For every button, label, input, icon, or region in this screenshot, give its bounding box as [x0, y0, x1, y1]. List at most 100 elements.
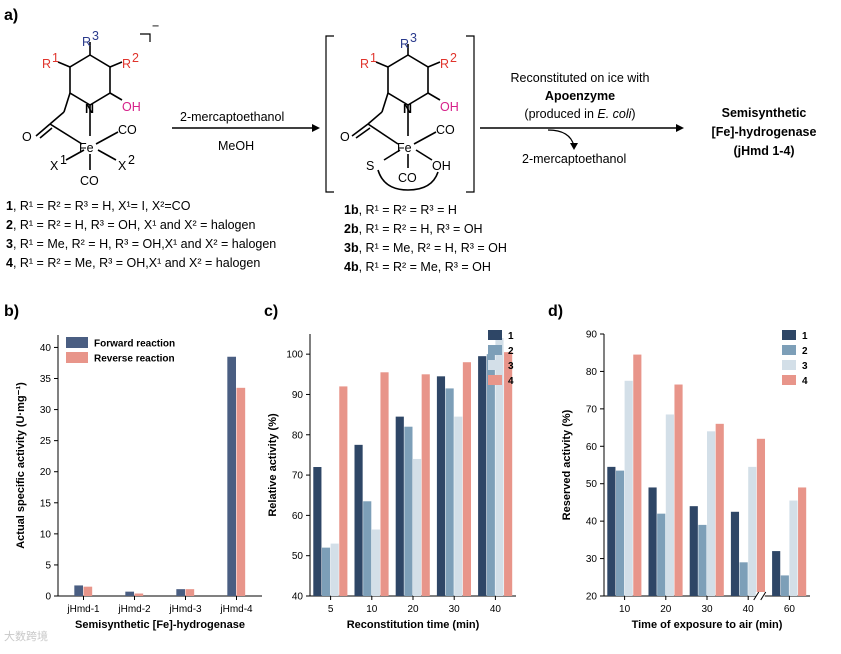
r2-label-b: R [440, 57, 449, 71]
co-ligand-label: CO [118, 123, 137, 137]
y-tick-label: 10 [40, 529, 52, 540]
y-tick-label: 15 [40, 498, 52, 509]
co-ligand-label-b: CO [436, 123, 455, 137]
r1-superscript-b: 1 [370, 51, 377, 65]
bar [454, 416, 463, 596]
bar [321, 547, 331, 596]
y-tick-label: 70 [292, 471, 304, 482]
x-axis-label: Semisynthetic [Fe]-hydrogenase [75, 619, 245, 631]
x-tick-label: 10 [366, 604, 378, 615]
r3-superscript: 3 [92, 29, 99, 43]
bar [176, 589, 185, 596]
bar [798, 487, 807, 596]
y-tick-label: 50 [586, 479, 598, 490]
legend-entry: 2 [508, 346, 514, 357]
arrow-2-line-1: Reconstituted on ice with [511, 71, 650, 85]
y-tick-label: 90 [292, 390, 304, 401]
bar [313, 467, 322, 596]
y-tick-label: 40 [586, 517, 598, 528]
y-tick-label: 100 [286, 350, 303, 361]
compound-entry: 1, R¹ = R² = R³ = H, X¹= I, X²=CO [6, 199, 191, 213]
y-tick-label: 25 [40, 436, 52, 447]
y-tick-label: 60 [586, 442, 598, 453]
legend-entry: 1 [802, 331, 808, 342]
y-tick-label: 70 [586, 404, 598, 415]
compound-entry: 2, R¹ = R² = H, R³ = OH, X¹ and X² = hal… [6, 218, 255, 232]
arrow-head-1 [312, 124, 320, 132]
carbonyl-oxygen-label-b: O [340, 130, 350, 144]
product-line-1: Semisynthetic [722, 106, 807, 120]
compound-entry: 1b, R¹ = R² = R³ = H [344, 203, 457, 217]
byproduct-label: 2-mercaptoethanol [522, 152, 626, 166]
bar [698, 524, 707, 596]
legend-swatch [66, 352, 88, 363]
pyridine-ring-1 [69, 54, 111, 106]
bar [185, 589, 195, 596]
y-tick-label: 5 [45, 560, 51, 571]
bar [395, 416, 404, 596]
y-tick-label: 50 [292, 551, 304, 562]
bar [495, 338, 504, 596]
co-ligand-bottom-label-b: CO [398, 171, 417, 185]
x-tick-label: jHmd-1 [66, 604, 100, 615]
bar [363, 501, 372, 596]
legend-swatch [782, 330, 796, 340]
x-tick-label: jHmd-4 [219, 604, 253, 615]
y-axis-label: Relative activity (%) [267, 413, 279, 517]
bar [462, 362, 472, 596]
bar [648, 487, 657, 596]
bar [633, 354, 642, 596]
x-tick-label: 10 [619, 604, 631, 615]
iron-label-b: Fe [397, 141, 412, 155]
bar [739, 562, 748, 596]
y-tick-label: 20 [40, 467, 52, 478]
chart-c: 40 50 60 70 80 90 100 5 10 20 30 40 Reconstitution t… [267, 330, 516, 631]
x1-label: X [50, 159, 59, 173]
bar [413, 458, 422, 596]
r2-superscript: 2 [132, 51, 139, 65]
legend-entry: 1 [508, 331, 514, 342]
bar [339, 386, 348, 596]
bar [730, 511, 740, 596]
molecule-complex-1 [35, 42, 123, 170]
sulfur-label: S [366, 159, 374, 173]
panel-b: b) 0 5 10 15 20 25 30 35 40 jHmd-1 jHmd-2 jHmd-3 jHm… [4, 303, 262, 631]
legend-entry: 4 [802, 376, 808, 387]
bar [134, 593, 144, 596]
product-line-3: (jHmd 1-4) [733, 144, 794, 158]
bar [748, 466, 757, 596]
legend-swatch [66, 337, 88, 348]
compound-entry: 3, R¹ = Me, R² = H, R³ = OH,X¹ and X² = … [6, 237, 276, 251]
compound-entry: 4, R¹ = R² = Me, R³ = OH,X¹ and X² = hal… [6, 256, 260, 270]
x2-superscript: 2 [128, 153, 135, 167]
charge-bracket [140, 33, 151, 42]
y-tick-label: 20 [586, 592, 598, 603]
bar [436, 376, 446, 596]
axis-break-mark [753, 591, 760, 601]
x-axis-label: Reconstitution time (min) [347, 619, 480, 631]
x1-superscript: 1 [60, 153, 67, 167]
nitrogen-label-b: N [403, 102, 412, 116]
r1-superscript: 1 [52, 51, 59, 65]
arrow-2-line-2: Apoenzyme [545, 89, 615, 103]
bar [689, 506, 698, 596]
x-tick-label: 40 [743, 604, 755, 615]
bar [707, 431, 716, 596]
bar [404, 426, 413, 596]
bar [772, 551, 781, 596]
panel-label-c: c) [264, 303, 278, 320]
bar [607, 466, 616, 596]
legend-swatch [488, 345, 502, 355]
y-tick-label: 30 [40, 405, 52, 416]
legend-entry: 3 [802, 361, 808, 372]
oh-ligand-label: OH [432, 159, 451, 173]
legend-swatch [488, 330, 502, 340]
anionic-charge: − [152, 19, 159, 33]
intermediate-bracket-right [466, 35, 475, 193]
panel-label-d: d) [548, 303, 563, 320]
bar [657, 513, 666, 596]
x-tick-label: jHmd-3 [168, 604, 202, 615]
oh-label-b: OH [440, 100, 459, 114]
